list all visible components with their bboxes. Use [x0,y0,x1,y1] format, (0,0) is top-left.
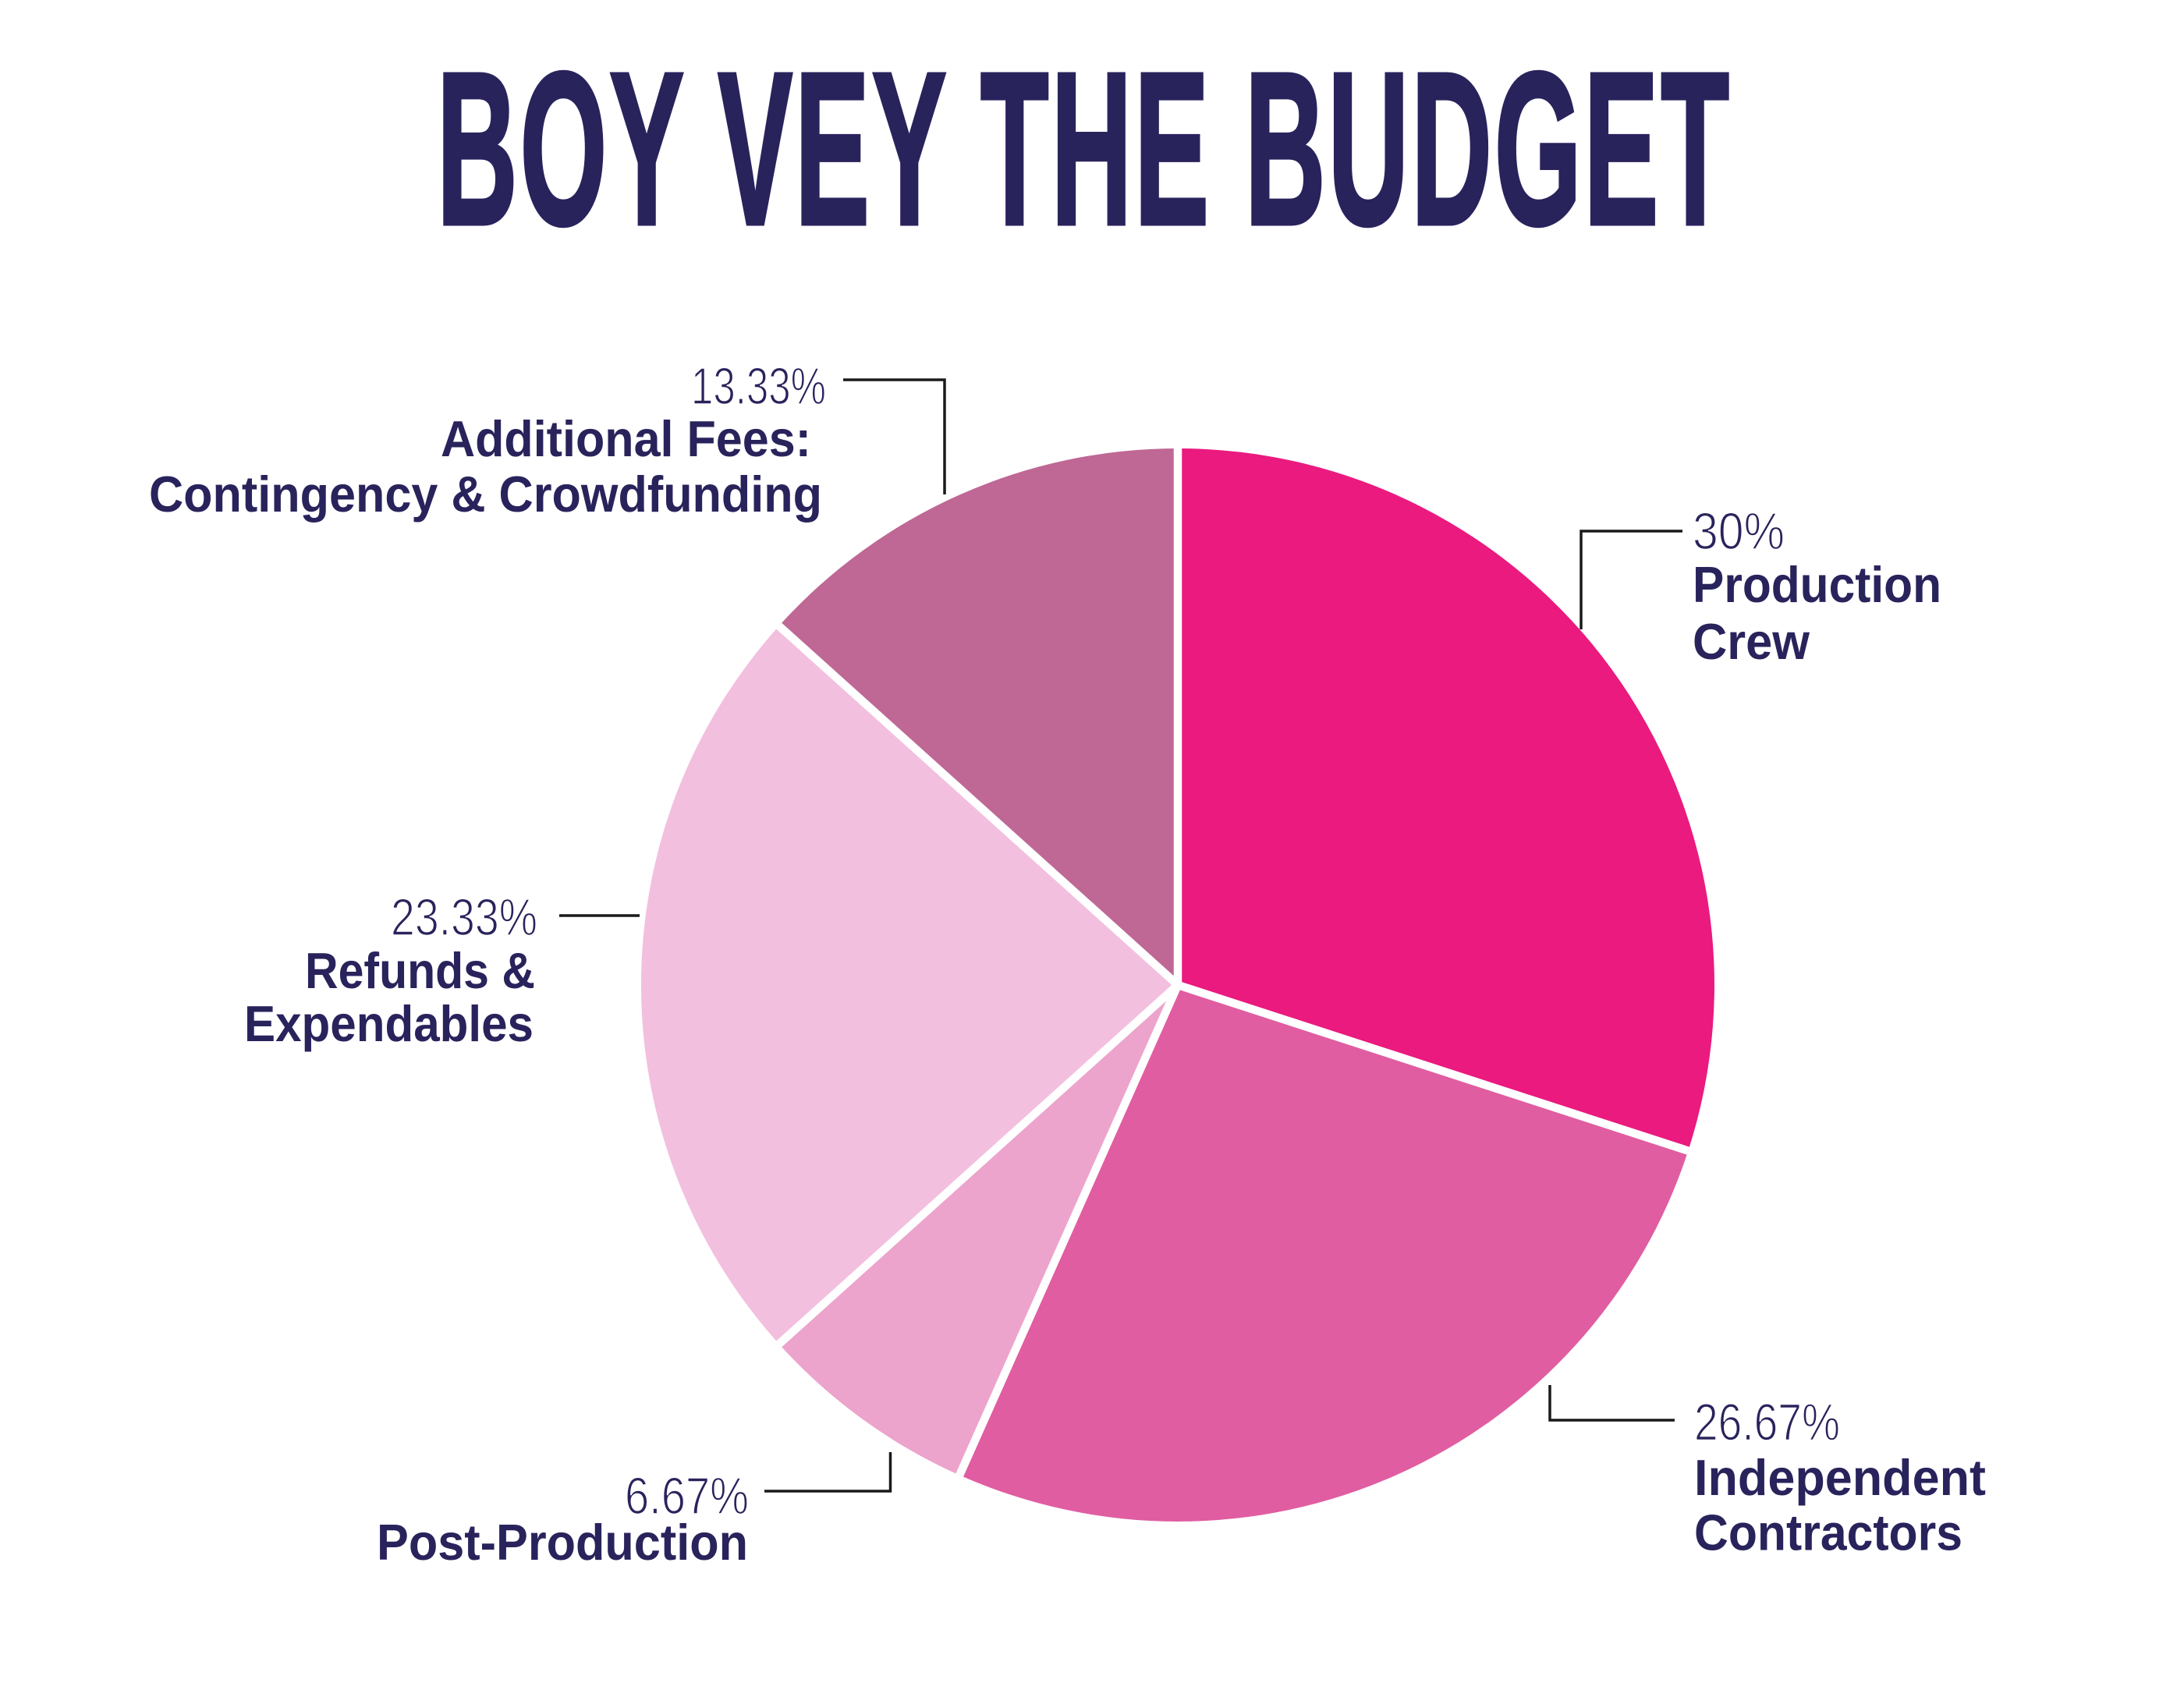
svg-text:Production: Production [1693,556,1941,613]
svg-text:Independent: Independent [1694,1449,1986,1506]
svg-text:Additional Fees:: Additional Fees: [441,410,811,467]
svg-text:Contractors: Contractors [1694,1504,1962,1561]
svg-text:Post-Production: Post-Production [377,1514,748,1571]
svg-text:BOY VEY THE BUDGET: BOY VEY THE BUDGET [437,27,1732,271]
svg-text:30%: 30% [1693,502,1785,561]
svg-text:Expendables: Expendables [244,995,534,1052]
svg-text:6.67%: 6.67% [625,1467,749,1525]
svg-text:Refunds &: Refunds & [305,942,535,999]
svg-text:Crew: Crew [1693,613,1810,670]
svg-text:23.33%: 23.33% [391,888,537,947]
svg-text:13.33%: 13.33% [691,357,826,416]
svg-text:Contingency & Crowdfunding: Contingency & Crowdfunding [149,466,822,523]
svg-text:26.67%: 26.67% [1694,1394,1840,1452]
